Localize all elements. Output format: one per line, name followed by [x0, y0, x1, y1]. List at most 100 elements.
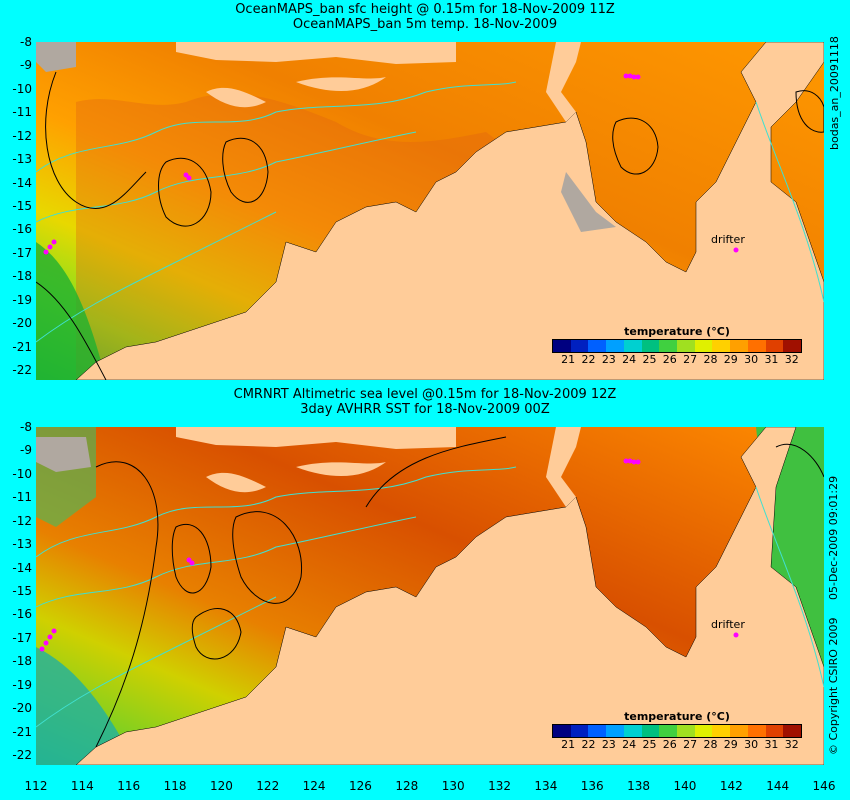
y-tick-label: -14: [12, 175, 32, 190]
colorbar-swatch: [606, 340, 624, 352]
colorbar-tick-label: 27: [683, 353, 698, 366]
island-north: [296, 77, 386, 92]
top-sst-map: [36, 42, 824, 380]
colorbar-swatch: [712, 725, 731, 737]
y-tick-label: -13: [12, 152, 32, 167]
run-id-label: bodas_an_20091118: [828, 36, 841, 150]
y-tick-label: -15: [12, 199, 32, 213]
colorbar-swatch: [606, 725, 624, 737]
colorbar-swatch: [659, 725, 678, 737]
y-tick-label: -10: [12, 81, 32, 96]
bottom-colorbar: temperature (°C) 21 22 23 24 25 26 27 28 29 30 31 3…: [552, 710, 802, 751]
x-tick-label: 112: [24, 779, 48, 793]
x-tick-label: 136: [580, 779, 604, 793]
y-tick-label: -19: [12, 292, 32, 307]
x-tick-label: 122: [256, 779, 280, 793]
colorbar-swatch: [641, 340, 660, 352]
colorbar-swatch: [623, 340, 642, 352]
colorbar-swatch: [641, 725, 660, 737]
bathymetry-contours: [36, 466, 824, 728]
colorbar-swatch: [677, 340, 695, 352]
colorbar-swatch: [553, 725, 571, 737]
colorbar-tick-label: 28: [703, 738, 718, 751]
x-tick-label: 142: [719, 779, 743, 793]
y-tick-label: -11: [12, 105, 32, 120]
y-tick-label: -17: [12, 630, 32, 645]
y-tick-label: -16: [12, 607, 32, 622]
colorbar-tick-label: 29: [723, 738, 738, 751]
colorbar-tick-label: 23: [601, 353, 616, 366]
top-panel-title: OceanMAPS_ban sfc height @ 0.15m for 18-…: [0, 2, 850, 32]
colorbar-swatch: [553, 340, 571, 352]
cool-water-west: [36, 242, 106, 380]
colorbar-swatch: [712, 340, 731, 352]
timestamp-label: 05-Dec-2009 09:01:29: [827, 475, 840, 600]
cool-water-sw: [36, 647, 136, 765]
colorbar-swatch: [588, 725, 607, 737]
colorbar-swatch: [623, 725, 642, 737]
colorbar-tick-label: 25: [642, 738, 657, 751]
x-tick-label: 126: [349, 779, 372, 793]
colorbar-tick-label: 22: [581, 353, 596, 366]
y-tick-label: -18: [12, 269, 32, 284]
top-title-line1: OceanMAPS_ban sfc height @ 0.15m for 18-…: [235, 2, 615, 17]
top-title-line2: OceanMAPS_ban 5m temp. 18-Nov-2009: [292, 17, 558, 32]
colorbar-tick-label: 27: [683, 738, 698, 751]
colorbar-tick-label: 31: [764, 353, 779, 366]
colorbar-ticks: 21 22 23 24 25 26 27 28 29 30 31 32: [552, 738, 802, 751]
colorbar-tick-label: 21: [561, 353, 576, 366]
x-tick-label: 146: [812, 779, 836, 793]
bathymetry-contours: [36, 81, 824, 343]
no-data-gulf: [561, 172, 616, 232]
bottom-title-line1: CMRNRT Altimetric sea level @0.15m for 1…: [233, 387, 617, 402]
y-tick-label: -11: [12, 490, 32, 505]
top-colorbar: temperature (°C) 21 22 23 24 25 26 27 28 29 30 31 3…: [552, 325, 802, 366]
no-data-area: [36, 42, 76, 72]
top-drifter-label: drifter: [711, 233, 745, 246]
colorbar-swatch: [570, 340, 589, 352]
sea-height-contours: [95, 436, 824, 748]
y-tick-label: -19: [12, 677, 32, 692]
y-tick-label: -9: [20, 58, 32, 73]
x-tick-label: 120: [209, 779, 233, 793]
y-tick-label: -15: [12, 584, 32, 598]
timor-island: [206, 472, 266, 493]
y-tick-label: -16: [12, 222, 32, 237]
y-tick-label: -9: [20, 443, 32, 458]
bottom-drifter-label: drifter: [711, 618, 745, 631]
y-tick-label: -8: [20, 420, 32, 434]
island-north: [296, 462, 386, 477]
x-tick-label: 116: [117, 779, 141, 793]
warm-core: [76, 93, 506, 380]
colorbar-tick-label: 22: [581, 738, 596, 751]
colorbar-swatch: [747, 725, 766, 737]
australia-land: [75, 42, 824, 380]
colorbar-ticks: 21 22 23 24 25 26 27 28 29 30 31 32: [552, 353, 802, 366]
y-tick-label: -8: [20, 35, 32, 49]
colorbar-swatch: [783, 340, 802, 352]
colorbar-tick-label: 29: [723, 353, 738, 366]
x-tick-label: 140: [673, 779, 697, 793]
cape-york-land: [536, 427, 581, 507]
colorbar-swatch: [783, 725, 802, 737]
colorbar-swatch: [730, 340, 748, 352]
colorbar-tick-label: 23: [601, 738, 616, 751]
x-tick-label: 114: [70, 779, 94, 793]
colorbar-tick-label: 26: [662, 353, 677, 366]
colorbar-swatch: [588, 340, 607, 352]
colorbar-tick-label: 32: [784, 738, 799, 751]
colorbar-tick-label: 30: [744, 353, 759, 366]
colorbar-tick-label: 28: [703, 353, 718, 366]
north-islands: [176, 42, 456, 64]
drifter-tracks: [39, 458, 739, 652]
colorbar-swatch: [570, 725, 589, 737]
y-tick-label: -18: [12, 654, 32, 669]
y-tick-label: -20: [12, 701, 32, 716]
y-tick-label: -12: [12, 513, 32, 528]
y-tick-label: -20: [12, 316, 32, 331]
timor-island: [206, 87, 266, 108]
colorbar-swatch: [765, 725, 784, 737]
x-tick-label: 130: [441, 779, 465, 793]
colorbar-swatch: [747, 340, 766, 352]
bottom-title-line2: 3day AVHRR SST for 18-Nov-2009 00Z: [300, 402, 550, 417]
